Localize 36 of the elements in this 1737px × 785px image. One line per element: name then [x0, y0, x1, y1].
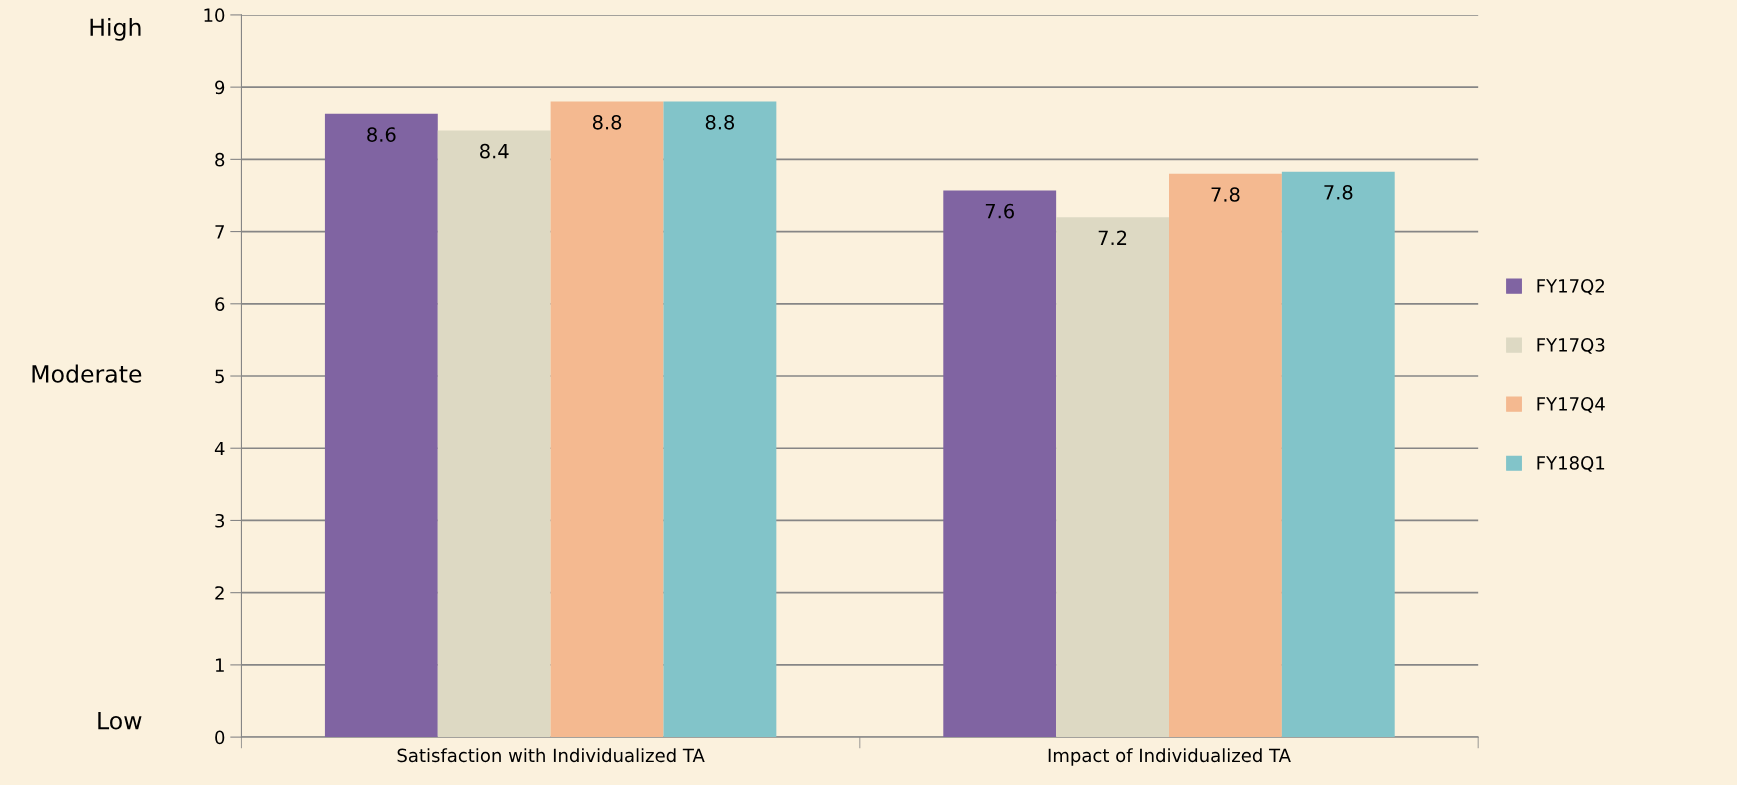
text: Low — [98, 711, 142, 730]
y-tick-label: 7 — [215, 225, 224, 239]
y-tick-label: 0 — [215, 730, 225, 745]
text: Moderate — [32, 364, 142, 383]
bar — [943, 190, 1057, 738]
data-label: 7.2 — [1098, 230, 1127, 245]
bar — [1169, 173, 1282, 738]
y-tick-label: 2 — [215, 586, 224, 600]
bar — [550, 101, 664, 738]
x-tick-label: Satisfaction with Individualized TA — [397, 748, 705, 763]
data-label: 7.6 — [985, 203, 1014, 219]
y-tick-label: 1 — [215, 658, 224, 672]
y-tick-label: 9 — [215, 80, 225, 95]
y-tick-label: 4 — [214, 441, 225, 456]
data-label: 7.8 — [1324, 184, 1353, 200]
legend-label: FY17Q4 — [1537, 397, 1605, 413]
data-label: 7.8 — [1211, 187, 1240, 202]
bar — [437, 130, 551, 738]
data-label: 8.8 — [705, 114, 735, 130]
y-tick-label: 6 — [215, 297, 225, 311]
bar — [663, 101, 777, 738]
bar — [1281, 171, 1395, 738]
y-tick-label: 5 — [215, 369, 224, 384]
legend-label: FY18Q1 — [1537, 456, 1605, 472]
data-label: 8.8 — [592, 114, 622, 130]
data-label: 8.4 — [480, 143, 509, 159]
text: High — [90, 17, 141, 41]
bar — [324, 113, 438, 738]
y-tick-label: 3 — [215, 513, 225, 528]
y-tick-label: 10 — [204, 8, 225, 23]
legend-label: FY17Q3 — [1537, 338, 1605, 354]
legend-label: FY17Q2 — [1537, 279, 1604, 295]
bar — [1056, 217, 1169, 738]
y-tick-label: 8 — [215, 152, 225, 167]
x-tick-label: Impact of Individualized TA — [1048, 748, 1291, 766]
data-label: 8.6 — [367, 127, 396, 142]
